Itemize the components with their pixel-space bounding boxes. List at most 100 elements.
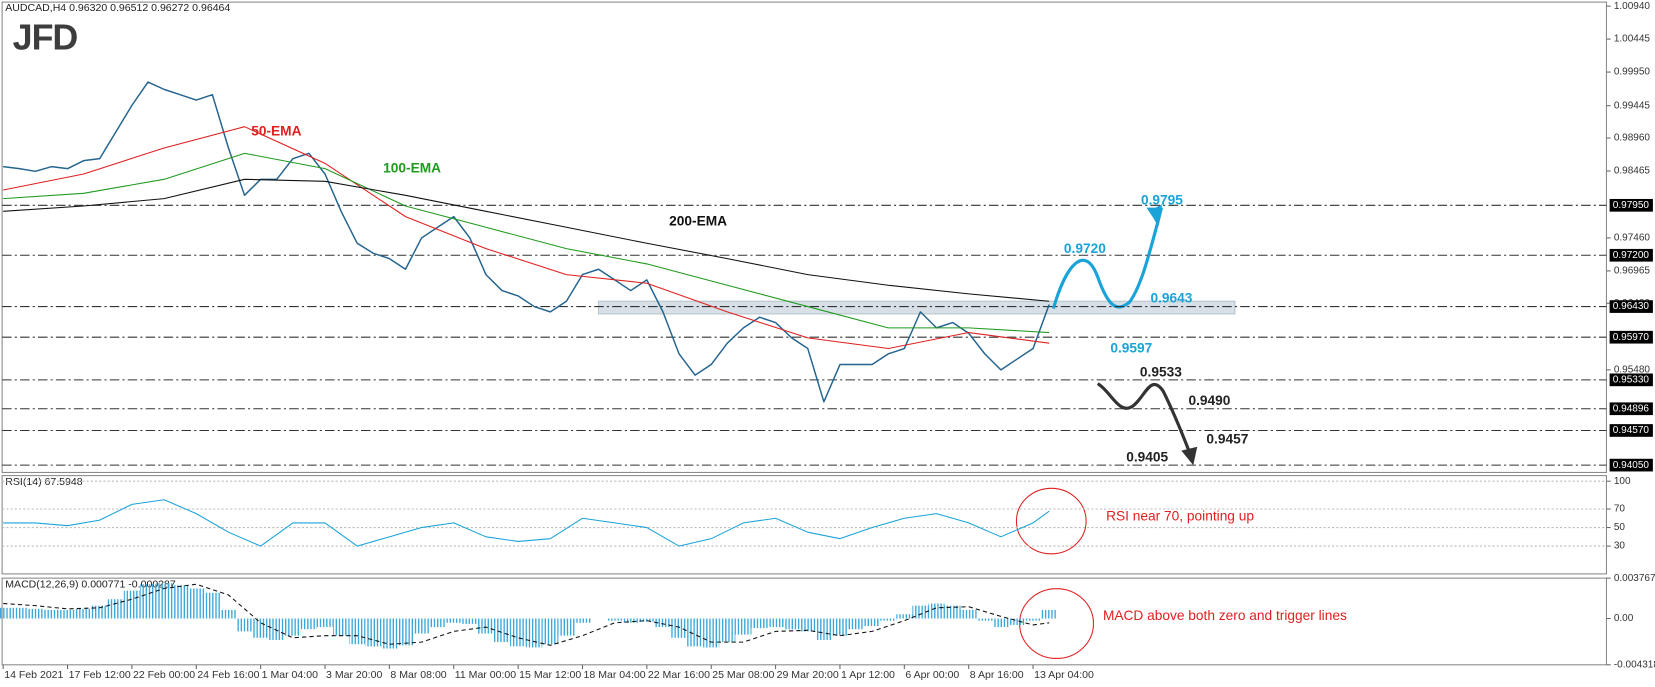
y-tick-label: -0.004318 bbox=[1614, 659, 1655, 670]
level-label: 0.94570 bbox=[1613, 425, 1650, 436]
annotation: RSI near 70, pointing up bbox=[1106, 508, 1254, 523]
annotation: 0.9457 bbox=[1206, 431, 1248, 446]
histogram-bar bbox=[976, 618, 993, 621]
x-tick-label: 8 Apr 16:00 bbox=[970, 669, 1024, 681]
histogram-bar bbox=[992, 618, 1009, 628]
rsi-line bbox=[3, 499, 1050, 547]
histogram-bar bbox=[912, 605, 929, 619]
histogram-bar bbox=[333, 618, 350, 636]
histogram-bar bbox=[767, 618, 784, 628]
y-tick-label: 0.96965 bbox=[1614, 266, 1651, 277]
x-tick-label: 11 Mar 00:00 bbox=[455, 669, 516, 681]
ema-line bbox=[3, 152, 1050, 334]
level-label: 0.95330 bbox=[1613, 374, 1650, 385]
annotation: MACD above both zero and trigger lines bbox=[1103, 608, 1347, 623]
level-label: 0.97950 bbox=[1613, 200, 1650, 211]
histogram-bar bbox=[461, 618, 478, 624]
histogram-bar bbox=[268, 618, 285, 640]
x-tick-label: 3 Mar 20:00 bbox=[326, 669, 382, 681]
bullish-arrow-head bbox=[1146, 204, 1164, 226]
histogram-bar bbox=[477, 618, 494, 634]
histogram-bar bbox=[139, 584, 157, 619]
x-tick-label: 1 Mar 04:00 bbox=[262, 669, 318, 681]
annotation: 0.9795 bbox=[1141, 192, 1183, 207]
level-label-box bbox=[1609, 402, 1653, 416]
x-tick-label: 29 Mar 20:00 bbox=[777, 669, 839, 681]
annotation: 0.9490 bbox=[1188, 393, 1230, 408]
histogram-bar bbox=[638, 618, 655, 622]
histogram-bar bbox=[365, 618, 382, 647]
histogram-bar bbox=[156, 583, 173, 619]
y-tick-label: 30 bbox=[1614, 541, 1626, 552]
histogram-bar bbox=[574, 618, 591, 623]
bearish-arrow-head bbox=[1181, 446, 1198, 466]
panel-title: MACD(12,26,9) 0.000771 -0.000287 bbox=[5, 578, 176, 590]
histogram-bar bbox=[316, 618, 334, 628]
histogram-bar bbox=[510, 618, 527, 647]
annotation: 0.9720 bbox=[1064, 241, 1106, 256]
x-tick-label: 15 Mar 12:00 bbox=[519, 669, 581, 681]
y-tick-label: 100 bbox=[1614, 476, 1631, 487]
main-panel bbox=[1, 1, 1607, 473]
x-tick-label: 25 Mar 08:00 bbox=[712, 669, 774, 681]
x-tick-label: 18 Mar 04:00 bbox=[584, 669, 646, 681]
panel-title: RSI(14) 67.5948 bbox=[5, 476, 82, 488]
histogram-bar bbox=[300, 618, 317, 630]
ema-line bbox=[3, 126, 1050, 350]
histogram-bar bbox=[831, 618, 849, 636]
histogram-bar bbox=[799, 618, 816, 632]
histogram-bar bbox=[751, 618, 768, 629]
level-label-box bbox=[1609, 300, 1653, 313]
level-label: 0.97200 bbox=[1613, 250, 1650, 261]
x-tick-label: 6 Apr 00:00 bbox=[905, 669, 959, 681]
annotation: 200-EMA bbox=[669, 214, 727, 229]
y-tick-label: 1.00940 bbox=[1614, 1, 1651, 12]
histogram-bar bbox=[27, 608, 44, 619]
histogram-bar bbox=[236, 618, 253, 632]
histogram-bar bbox=[622, 618, 639, 623]
histogram-bar bbox=[107, 599, 124, 619]
histogram-bar bbox=[654, 618, 671, 628]
histogram-bar bbox=[59, 609, 76, 619]
annotation: 50-EMA bbox=[251, 124, 301, 139]
histogram-bar bbox=[91, 605, 108, 619]
annotation: 0.9533 bbox=[1140, 365, 1182, 380]
panel-title: AUDCAD,H4 0.96320 0.96512 0.96272 0.9646… bbox=[5, 2, 230, 14]
histogram-bar bbox=[397, 618, 414, 646]
histogram-bar bbox=[381, 618, 398, 649]
histogram-bar bbox=[220, 609, 237, 619]
histogram-bar bbox=[284, 618, 301, 636]
histogram-bar bbox=[1041, 609, 1058, 619]
y-tick-label: 0.99950 bbox=[1614, 67, 1651, 78]
bearish-scenario-path bbox=[1096, 382, 1192, 453]
histogram-bar bbox=[413, 618, 430, 634]
histogram-bar bbox=[493, 618, 511, 643]
y-tick-label: 0.97460 bbox=[1614, 233, 1651, 244]
y-tick-label: 70 bbox=[1614, 504, 1626, 515]
histogram-bar bbox=[75, 608, 92, 619]
histogram-bar bbox=[1008, 618, 1026, 625]
y-tick-label: 0.99445 bbox=[1614, 100, 1651, 111]
level-label: 0.94050 bbox=[1613, 460, 1650, 471]
histogram-bar bbox=[928, 603, 945, 619]
histogram-bar bbox=[429, 618, 446, 628]
x-tick-label: 22 Feb 00:00 bbox=[133, 669, 195, 681]
histogram-bar bbox=[735, 618, 752, 635]
histogram-bar bbox=[670, 618, 688, 638]
signal-line bbox=[3, 583, 1050, 646]
level-label-box bbox=[1609, 330, 1653, 344]
level-label: 0.95970 bbox=[1613, 332, 1650, 343]
x-tick-label: 24 Feb 16:00 bbox=[197, 669, 259, 681]
histogram-bar bbox=[687, 618, 704, 647]
level-label: 0.96430 bbox=[1613, 301, 1650, 312]
price-line bbox=[3, 81, 1050, 403]
ema-line bbox=[3, 178, 1050, 302]
histogram-bar bbox=[1025, 618, 1042, 621]
annotation: 0.9643 bbox=[1150, 291, 1192, 306]
histogram-bar bbox=[349, 618, 366, 645]
histogram-bar bbox=[11, 607, 28, 619]
histogram-bar bbox=[880, 618, 897, 621]
histogram-bar bbox=[558, 618, 575, 636]
histogram-bar bbox=[960, 609, 977, 619]
